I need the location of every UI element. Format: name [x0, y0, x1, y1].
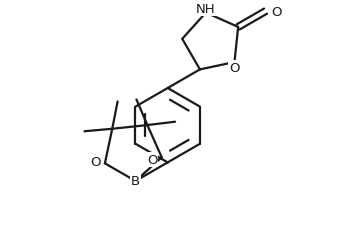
Text: O: O: [147, 153, 157, 166]
Text: O: O: [271, 6, 282, 19]
Text: NH: NH: [196, 2, 216, 15]
Text: B: B: [131, 175, 140, 188]
Text: O: O: [229, 62, 240, 75]
Text: O: O: [90, 155, 101, 168]
